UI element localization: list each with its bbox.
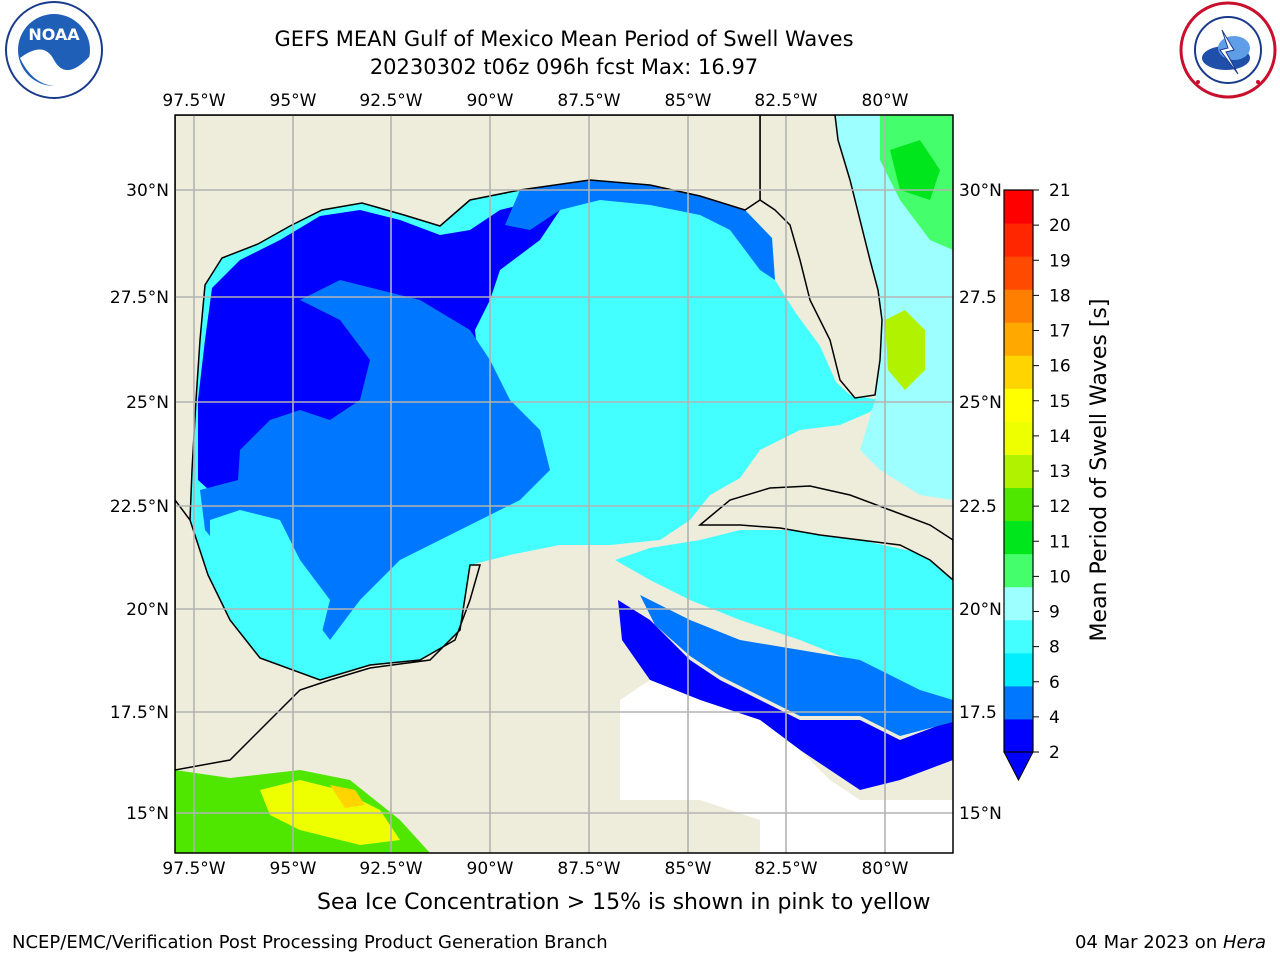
colorbar-band [1004, 388, 1033, 422]
colorbar-band [1004, 289, 1033, 323]
lat-label-left: 15°N [126, 804, 169, 824]
map-area [175, 115, 953, 853]
colorbar-band [1004, 553, 1033, 588]
colorbar-tick-label: 13 [1049, 462, 1071, 482]
colorbar-band [1004, 322, 1033, 356]
caribbean-mid [640, 595, 953, 736]
colorbar: 2 4 6 8 9 10 11 12 13 14 15 16 17 18 19 20 21 [1003, 181, 1071, 782]
colorbar-tick-label: 21 [1049, 181, 1071, 201]
bahamas-yellowgreen [885, 310, 925, 390]
credit-host: Hera [1222, 932, 1266, 953]
colorbar-tick-label: 17 [1049, 322, 1071, 342]
colorbar-band [1004, 223, 1033, 257]
colorbar-band [1004, 256, 1033, 290]
lat-label-right: 27.5 [959, 288, 997, 308]
colorbar-band [1004, 454, 1033, 489]
chart-subtitle: 20230302 t06z 096h fcst Max: 16.97 [369, 55, 759, 79]
colorbar-tick-label: 6 [1049, 673, 1060, 693]
colorbar-tick-label: 19 [1049, 251, 1071, 271]
credit-branch: NCEP/EMC/Verification Post Processing Pr… [12, 932, 608, 953]
cuba-land [697, 485, 953, 581]
lat-label-left: 22.5°N [110, 497, 169, 517]
lon-label-top: 95°W [270, 91, 317, 111]
lon-label-bottom: 90°W [467, 859, 514, 879]
florida-land [759, 115, 883, 399]
colorbar-tick-label: 15 [1049, 392, 1071, 412]
colorbar-band [1004, 652, 1033, 687]
ne-gulf-band [505, 180, 775, 280]
lat-label-left: 17.5°N [110, 703, 169, 723]
graticule [175, 115, 953, 853]
colorbar-band [1004, 685, 1033, 720]
lon-label-top: 92.5°W [359, 91, 422, 111]
lon-label-top: 80°W [862, 91, 909, 111]
colorbar-tick-label: 4 [1049, 708, 1060, 728]
colorbar-extend-arrow [1003, 751, 1034, 782]
map-frame [174, 114, 954, 854]
colorbar-tick-label: 20 [1049, 216, 1071, 236]
lat-label-left: 27.5°N [110, 288, 169, 308]
colorbar-tick-label: 16 [1049, 357, 1071, 377]
lat-label-right: 20°N [959, 600, 1002, 620]
colorbar-band [1004, 190, 1033, 224]
chart-title: GEFS MEAN Gulf of Mexico Mean Period of … [274, 27, 854, 51]
lon-label-top: 90°W [467, 91, 514, 111]
campeche-light [210, 510, 330, 670]
colorbar-band [1004, 520, 1033, 555]
lat-labels-left: 30°N 27.5°N 25°N 22.5°N 20°N 17.5°N 15°N [110, 181, 169, 824]
lat-label-left: 30°N [126, 181, 169, 201]
lat-label-right: 15°N [959, 804, 1002, 824]
colorbar-tick-label: 8 [1049, 638, 1060, 658]
colorbar-tick-label: 10 [1049, 567, 1071, 587]
atlantic-bright-green [890, 140, 940, 200]
credit-date: 04 Mar 2023 on Hera [1075, 932, 1266, 953]
colorbar-band [1004, 421, 1033, 455]
lon-label-bottom: 85°W [665, 859, 712, 879]
credit-date-text: 04 Mar 2023 on [1074, 932, 1223, 953]
colorbar-tick-label: 14 [1049, 427, 1071, 447]
lat-label-right: 17.5 [959, 703, 997, 723]
colorbar-band [1004, 619, 1033, 654]
lat-label-right: 30°N [959, 181, 1002, 201]
lon-labels-top: 97.5°W 95°W 92.5°W 90°W 87.5°W 85°W 82.5°W 80°W [162, 91, 908, 111]
lat-label-left: 20°N [126, 600, 169, 620]
lon-label-bottom: 95°W [270, 859, 317, 879]
colorbar-tick-label: 9 [1049, 603, 1060, 623]
lon-label-bottom: 87.5°W [557, 859, 620, 879]
noaa-logo: NOAA [5, 1, 103, 99]
caribbean-water [615, 530, 953, 700]
lat-label-left: 25°N [126, 393, 169, 413]
lon-label-top: 97.5°W [162, 91, 225, 111]
lon-label-bottom: 82.5°W [754, 859, 817, 879]
lat-label-right: 22.5 [959, 497, 997, 517]
noaa-logo-text: NOAA [28, 25, 80, 44]
mexico-land [175, 498, 481, 771]
lon-label-bottom: 92.5°W [359, 859, 422, 879]
caribbean-dark [618, 600, 953, 790]
lon-label-top: 82.5°W [754, 91, 817, 111]
colorbar-band [1004, 355, 1033, 389]
colorbar-band [1004, 586, 1033, 621]
colorbar-label: Mean Period of Swell Waves [s] [1087, 299, 1112, 642]
colorbar-tick-label: 18 [1049, 286, 1071, 306]
colorbar-band [1004, 718, 1033, 753]
lon-label-bottom: 97.5°W [162, 859, 225, 879]
lon-labels-bottom: 97.5°W 95°W 92.5°W 90°W 87.5°W 85°W 82.5°W 80°W [162, 859, 908, 879]
colorbar-tick-label: 12 [1049, 497, 1071, 517]
lat-labels-right: 30°N 27.5 25°N 22.5 20°N 17.5 15°N [959, 181, 1002, 824]
colorbar-tick-label: 11 [1049, 532, 1071, 552]
nws-logo [1179, 1, 1277, 99]
lat-label-right: 25°N [959, 393, 1002, 413]
lon-label-top: 87.5°W [557, 91, 620, 111]
colorbar-tick-label: 2 [1049, 743, 1060, 763]
lon-label-top: 85°W [665, 91, 712, 111]
pacific-orange [330, 785, 365, 808]
colorbar-band [1004, 487, 1033, 522]
sea-ice-note: Sea Ice Concentration > 15% is shown in … [317, 890, 931, 915]
lon-label-bottom: 80°W [862, 859, 909, 879]
